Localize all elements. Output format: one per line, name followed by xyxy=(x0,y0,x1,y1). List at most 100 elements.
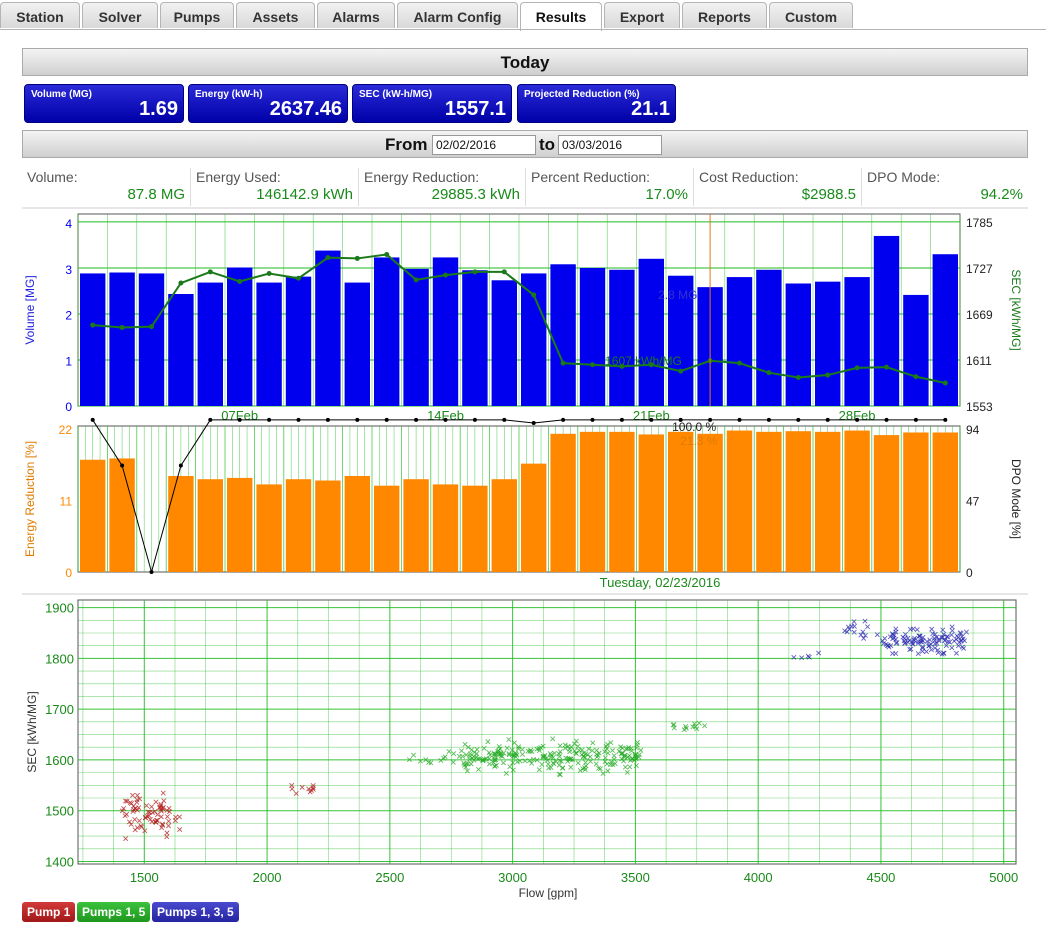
energy-reduction-bar[interactable] xyxy=(726,430,753,572)
energy-reduction-bar[interactable] xyxy=(344,475,370,572)
dpo-point[interactable] xyxy=(825,417,830,422)
sec-point[interactable] xyxy=(648,362,654,368)
volume-bar[interactable] xyxy=(432,257,459,406)
sec-point[interactable] xyxy=(531,292,537,298)
sec-point[interactable] xyxy=(384,251,390,257)
volume-bar[interactable] xyxy=(550,264,576,406)
volume-bar[interactable] xyxy=(579,267,606,406)
sec-point[interactable] xyxy=(766,370,772,376)
tab-reports[interactable]: Reports xyxy=(682,2,767,28)
dpo-point[interactable] xyxy=(472,417,477,422)
dpo-point[interactable] xyxy=(796,417,801,422)
volume-bar[interactable] xyxy=(462,270,488,406)
energy-reduction-bar[interactable] xyxy=(256,484,282,572)
volume-bar[interactable] xyxy=(315,250,341,406)
volume-bar[interactable] xyxy=(785,283,811,406)
dpo-point[interactable] xyxy=(913,417,918,422)
volume-bar[interactable] xyxy=(815,281,841,406)
dpo-point[interactable] xyxy=(737,417,742,422)
energy-reduction-bar[interactable] xyxy=(315,480,341,572)
energy-reduction-bar[interactable] xyxy=(785,431,811,572)
sec-point[interactable] xyxy=(619,363,625,369)
sec-point[interactable] xyxy=(795,374,801,380)
sec-point[interactable] xyxy=(560,360,566,366)
sec-point[interactable] xyxy=(296,275,301,281)
volume-bar[interactable] xyxy=(80,273,106,406)
volume-bar[interactable] xyxy=(138,273,165,406)
volume-bar[interactable] xyxy=(668,275,694,406)
sec-point[interactable] xyxy=(707,358,713,364)
volume-bar[interactable] xyxy=(285,276,312,406)
volume-bar[interactable] xyxy=(697,287,723,406)
dpo-point[interactable] xyxy=(355,417,360,422)
energy-reduction-bar[interactable] xyxy=(521,463,547,572)
energy-reduction-bar[interactable] xyxy=(491,479,517,572)
sec-point[interactable] xyxy=(413,277,419,283)
volume-bar[interactable] xyxy=(726,277,753,406)
dpo-point[interactable] xyxy=(267,417,272,422)
legend-pumps-1-5-button[interactable]: Pumps 1, 5 xyxy=(77,902,151,922)
energy-reduction-bar[interactable] xyxy=(285,479,312,572)
legend-pump-1-button[interactable]: Pump 1 xyxy=(22,902,76,922)
energy-reduction-bar[interactable] xyxy=(844,430,870,572)
volume-bar[interactable] xyxy=(109,272,135,406)
energy-reduction-bar[interactable] xyxy=(638,434,664,572)
dpo-point[interactable] xyxy=(90,417,95,422)
volume-bar[interactable] xyxy=(403,268,429,406)
dpo-point[interactable] xyxy=(414,417,419,422)
dpo-point[interactable] xyxy=(531,420,536,425)
volume-bar[interactable] xyxy=(609,269,635,406)
dpo-point[interactable] xyxy=(855,417,860,422)
dpo-point[interactable] xyxy=(178,463,183,468)
sec-point[interactable] xyxy=(90,322,96,328)
volume-bar[interactable] xyxy=(168,294,194,406)
tab-alarms[interactable]: Alarms xyxy=(317,2,395,28)
volume-bar[interactable] xyxy=(227,267,253,406)
energy-reduction-bar[interactable] xyxy=(932,432,958,572)
dpo-point[interactable] xyxy=(208,417,213,422)
energy-reduction-bar[interactable] xyxy=(374,485,400,572)
dpo-point[interactable] xyxy=(561,417,566,422)
energy-reduction-bar[interactable] xyxy=(462,485,488,572)
sec-point[interactable] xyxy=(237,278,243,284)
sec-point[interactable] xyxy=(207,269,213,275)
sec-point[interactable] xyxy=(178,280,184,286)
dpo-point[interactable] xyxy=(678,417,683,422)
sec-point[interactable] xyxy=(354,255,360,261)
energy-reduction-bar[interactable] xyxy=(609,431,635,572)
dpo-point[interactable] xyxy=(649,417,654,422)
sec-point[interactable] xyxy=(737,360,742,366)
dpo-point[interactable] xyxy=(149,570,154,574)
energy-reduction-bar[interactable] xyxy=(197,479,223,572)
volume-bar[interactable] xyxy=(374,257,400,406)
tab-station[interactable]: Station xyxy=(0,2,80,28)
volume-bar[interactable] xyxy=(932,254,958,406)
sec-point[interactable] xyxy=(443,272,448,278)
energy-reduction-bar[interactable] xyxy=(815,431,841,572)
to-date-input[interactable]: 03/03/2016 xyxy=(558,135,662,155)
dpo-point[interactable] xyxy=(766,417,771,422)
sec-point[interactable] xyxy=(913,374,919,380)
volume-bar[interactable] xyxy=(344,282,370,406)
dpo-point[interactable] xyxy=(590,417,595,422)
energy-reduction-bar[interactable] xyxy=(579,431,606,572)
energy-reduction-bar[interactable] xyxy=(873,435,900,572)
sec-point[interactable] xyxy=(590,362,595,368)
sec-point[interactable] xyxy=(501,269,507,275)
sec-point[interactable] xyxy=(942,380,948,386)
sec-point[interactable] xyxy=(472,269,478,275)
sec-point[interactable] xyxy=(678,368,684,374)
tab-pumps[interactable]: Pumps xyxy=(160,2,234,28)
tab-results[interactable]: Results xyxy=(520,2,602,31)
energy-reduction-bar[interactable] xyxy=(668,431,694,572)
sec-point[interactable] xyxy=(119,324,125,330)
volume-bar[interactable] xyxy=(491,280,517,406)
volume-bar[interactable] xyxy=(638,258,664,406)
tab-export[interactable]: Export xyxy=(604,2,680,28)
sec-point[interactable] xyxy=(884,364,889,370)
dpo-point[interactable] xyxy=(943,417,948,422)
legend-pumps-1-3-5-button[interactable]: Pumps 1, 3, 5 xyxy=(152,902,239,922)
energy-reduction-bar[interactable] xyxy=(403,479,429,572)
dpo-point[interactable] xyxy=(325,417,330,422)
volume-bar[interactable] xyxy=(844,277,870,406)
